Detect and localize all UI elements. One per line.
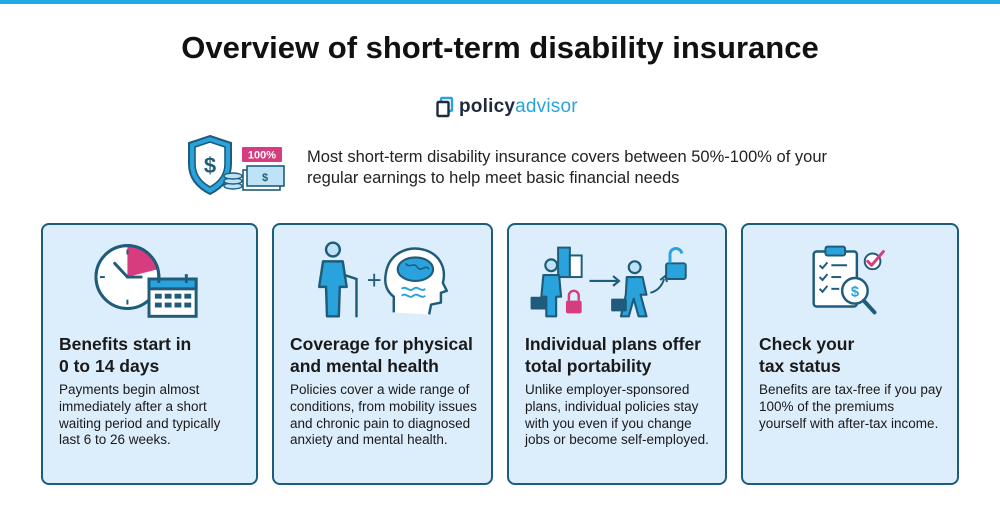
card-title-line2: and mental health [290, 356, 439, 376]
clock-calendar-icon [94, 244, 198, 318]
svg-text:+: + [367, 267, 382, 295]
card-title: Benefits start in 0 to 14 days [59, 333, 246, 377]
policyadvisor-logo: policyadvisor [436, 94, 578, 120]
card-title: Coverage for physical and mental health [290, 333, 481, 377]
svg-text:$: $ [204, 153, 216, 178]
card-title: Check your tax status [759, 333, 947, 377]
top-accent-bar [0, 0, 1000, 4]
page-title: Overview of short-term disability insura… [181, 30, 819, 65]
card-body: Payments begin almost immediately after … [59, 382, 221, 448]
portability-icon [530, 246, 687, 318]
card-title-line2: total portability [525, 356, 652, 376]
card-body: Unlike employer-sponsored plans, individ… [525, 382, 709, 448]
hero-text: Most short-term disability insurance cov… [307, 148, 827, 187]
logo-text-advisor: advisor [515, 96, 578, 117]
card-coverage: + Coverage for physical and mental healt… [272, 223, 493, 485]
card-portability: Individual plans offer total portability… [507, 223, 727, 485]
card-title-line1: Coverage for physical [290, 334, 473, 354]
card-title-line1: Check your [759, 334, 855, 354]
logo-mark-icon [436, 96, 454, 118]
person-plus-brain-icon: + [317, 241, 449, 318]
card-title-line2: tax status [759, 356, 841, 376]
card-body: Policies cover a wide range of condition… [290, 382, 477, 448]
svg-text:$: $ [851, 285, 859, 301]
shield-dollar-icon: $ $ 100% [188, 134, 285, 196]
card-tax-status: $ Check your tax status Benefits are tax… [741, 223, 959, 485]
svg-text:$: $ [262, 172, 268, 184]
card-title-line1: Individual plans offer [525, 334, 701, 354]
tax-checklist-icon: $ [812, 245, 885, 315]
hero-badge: 100% [248, 150, 276, 162]
card-title: Individual plans offer total portability [525, 333, 715, 377]
card-benefits-start: Benefits start in 0 to 14 days Payments … [41, 223, 258, 485]
cards-row: Benefits start in 0 to 14 days Payments … [41, 223, 959, 487]
card-body: Benefits are tax-free if you pay 100% of… [759, 382, 943, 431]
logo-text-policy: policy [459, 96, 516, 117]
card-title-line1: Benefits start in [59, 334, 192, 354]
card-title-line2: 0 to 14 days [59, 356, 160, 376]
